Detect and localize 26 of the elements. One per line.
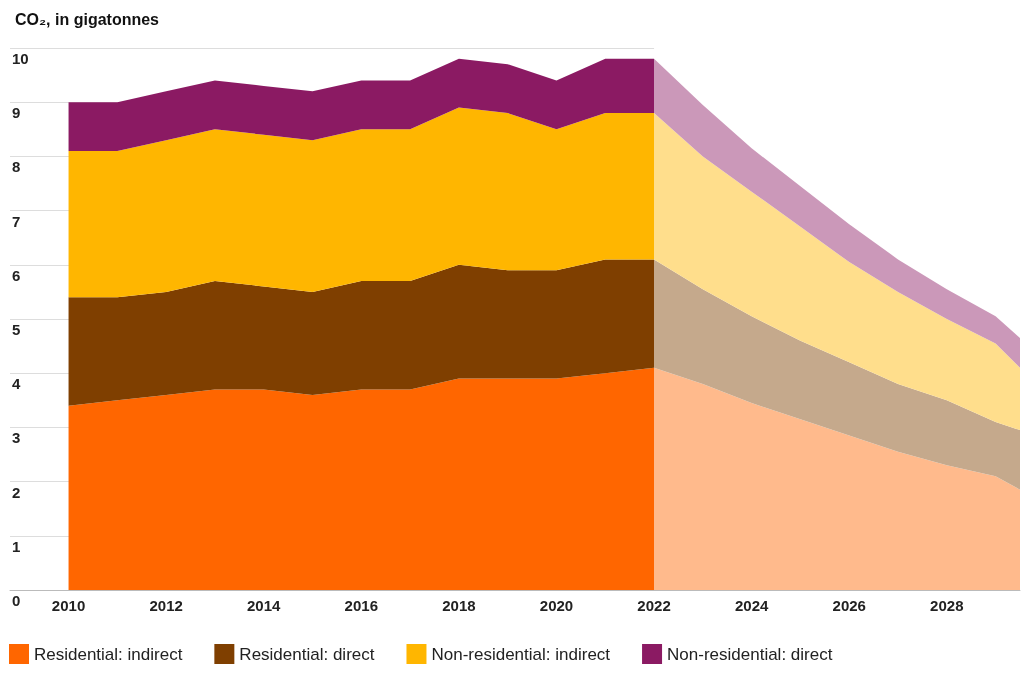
y-tick-label: 8 xyxy=(12,158,21,176)
legend-label: Non-residential: indirect xyxy=(431,644,611,664)
y-tick-label: 2 xyxy=(12,483,21,501)
y-tick-label: 3 xyxy=(12,429,21,447)
legend-label: Residential: direct xyxy=(239,644,375,664)
x-tick-label: 2028 xyxy=(930,597,964,614)
y-tick-label: 7 xyxy=(12,212,21,230)
x-tick-label: 2024 xyxy=(734,597,769,614)
x-tick-label: 2014 xyxy=(247,597,282,614)
y-tick-label: 9 xyxy=(12,104,21,122)
y-tick-label: 4 xyxy=(12,375,21,393)
x-tick-label: 2022 xyxy=(637,597,671,614)
x-tick-label: 2026 xyxy=(832,597,866,614)
x-tick-label: 2018 xyxy=(442,597,476,614)
chart-title: CO₂, in gigatonnes xyxy=(15,10,160,28)
x-tick-label: 2020 xyxy=(539,597,574,614)
legend-label: Non-residential: direct xyxy=(667,644,833,664)
y-tick-label: 10 xyxy=(12,50,29,67)
y-tick-label: 5 xyxy=(12,321,21,338)
y-tick-label: 0 xyxy=(12,592,21,609)
x-tick-label: 2012 xyxy=(149,597,183,614)
y-tick-label: 1 xyxy=(12,537,21,555)
x-tick-label: 2010 xyxy=(51,597,86,614)
legend-label: Residential: indirect xyxy=(34,644,183,664)
y-tick-label: 6 xyxy=(12,266,21,284)
x-tick-label: 2016 xyxy=(344,597,378,614)
